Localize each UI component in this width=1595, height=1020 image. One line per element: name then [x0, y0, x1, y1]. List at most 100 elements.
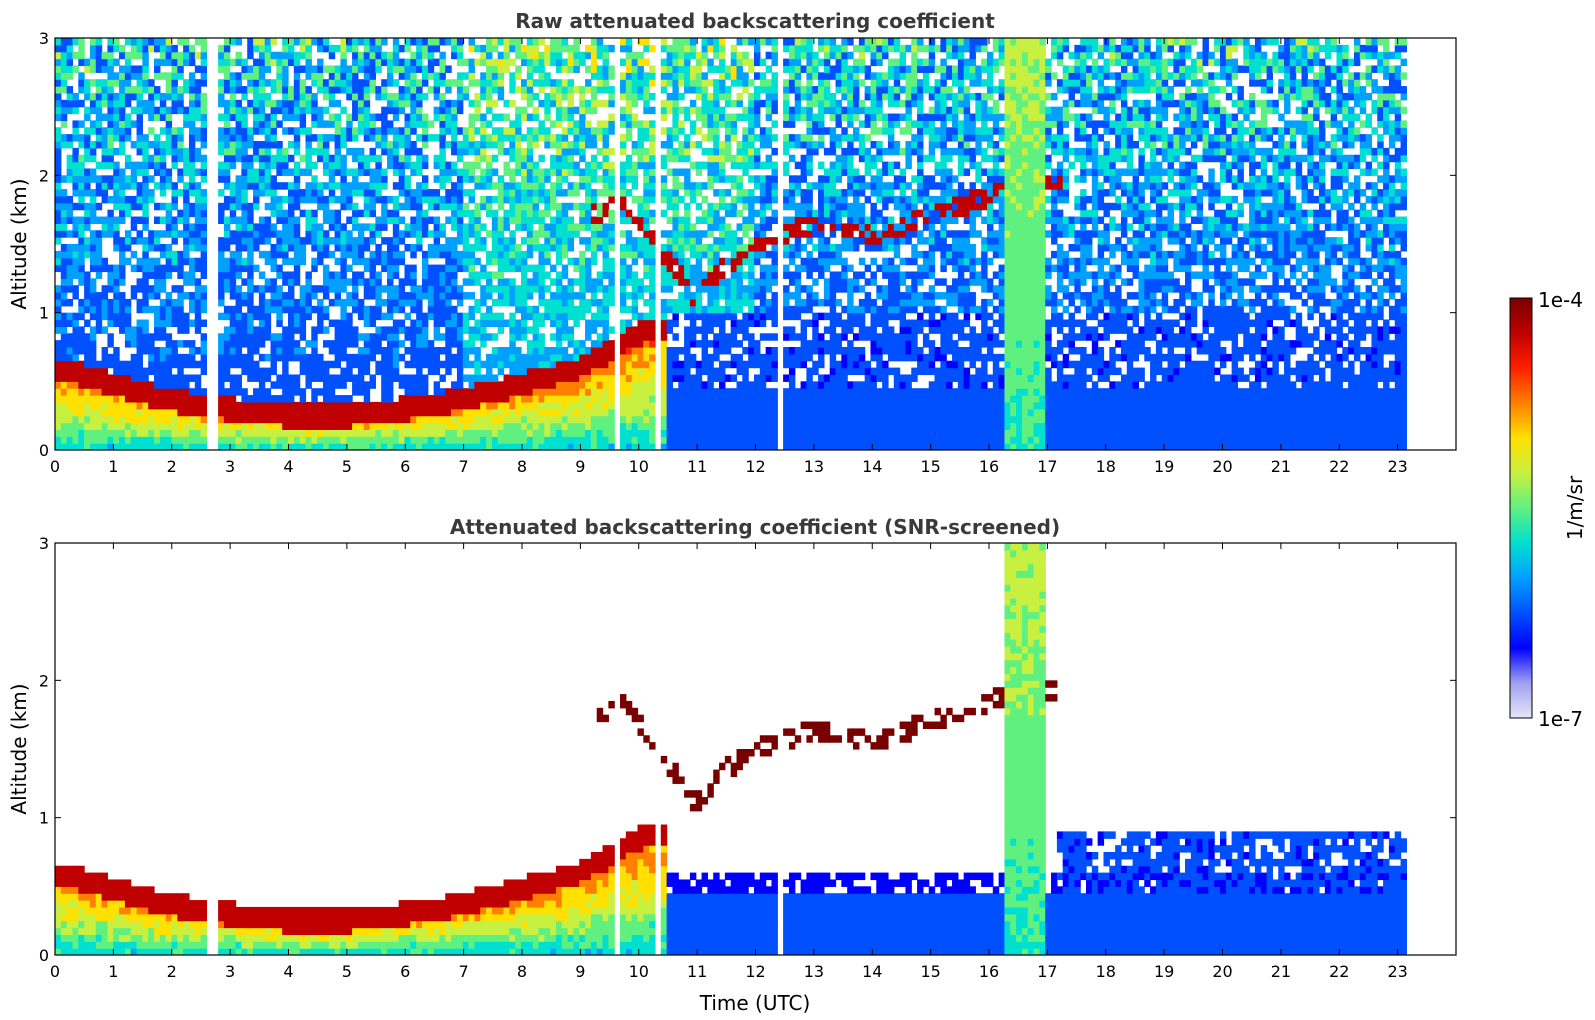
heatmap-cell	[579, 216, 586, 224]
heatmap-cell	[649, 120, 656, 128]
heatmap-cell	[678, 79, 685, 87]
heatmap-cell	[684, 305, 691, 314]
heatmap-cell	[555, 106, 563, 115]
heatmap-cell	[550, 86, 557, 94]
heatmap-cell	[509, 395, 516, 403]
heatmap-cell	[491, 347, 499, 355]
heatmap-cell	[672, 257, 679, 266]
heatmap-cell	[89, 230, 97, 238]
heatmap-cell	[119, 374, 126, 382]
heatmap-cell	[526, 250, 534, 259]
heatmap-cell	[555, 230, 563, 238]
heatmap-cell	[491, 257, 499, 266]
heatmap-cell	[89, 168, 97, 176]
heatmap-cell	[439, 127, 446, 135]
heatmap-cell	[89, 264, 97, 273]
heatmap-cell	[95, 58, 103, 67]
heatmap-cell	[363, 436, 371, 444]
heatmap-cell	[421, 415, 429, 424]
heatmap-cell	[223, 127, 231, 135]
heatmap-cell	[625, 381, 633, 389]
heatmap-cell	[416, 154, 423, 163]
heatmap-cell	[194, 237, 202, 245]
heatmap-cell	[631, 326, 639, 334]
heatmap-cell	[340, 58, 347, 67]
heatmap-cell	[497, 298, 505, 307]
heatmap-cell	[55, 154, 62, 163]
heatmap-cell	[107, 175, 114, 183]
heatmap-cell	[78, 175, 85, 183]
heatmap-cell	[532, 216, 540, 224]
heatmap-cell	[55, 292, 62, 300]
heatmap-cell	[387, 209, 394, 218]
heatmap-cell	[427, 202, 435, 211]
heatmap-cell	[427, 250, 435, 259]
heatmap-cell	[538, 271, 545, 279]
heatmap-cell	[544, 285, 551, 293]
heatmap-cell	[515, 388, 522, 396]
heatmap-cell	[596, 436, 604, 444]
heatmap-cell	[124, 230, 132, 238]
heatmap-cell	[101, 264, 109, 273]
heatmap-cell	[555, 189, 563, 197]
heatmap-cell	[95, 175, 103, 183]
heatmap-cell	[678, 381, 685, 389]
heatmap-cell	[165, 443, 173, 450]
heatmap-cell	[451, 182, 458, 190]
heatmap-cell	[113, 422, 120, 430]
heatmap-cell	[165, 209, 173, 218]
heatmap-cell	[620, 175, 627, 183]
heatmap-cell	[555, 223, 563, 231]
heatmap-cell	[322, 202, 330, 211]
heatmap-cell	[649, 347, 656, 355]
heatmap-cell	[643, 353, 650, 362]
heatmap-cell	[311, 257, 318, 266]
heatmap-cell	[101, 134, 109, 142]
heatmap-cell	[509, 237, 516, 245]
heatmap-cell	[579, 312, 586, 321]
heatmap-cell	[544, 422, 551, 430]
heatmap-cell	[433, 195, 441, 204]
heatmap-cell	[89, 333, 97, 341]
heatmap-cell	[229, 285, 237, 293]
heatmap-cell	[596, 120, 604, 128]
heatmap-cell	[95, 429, 103, 437]
heatmap-cell	[433, 353, 441, 362]
heatmap-cell	[509, 353, 516, 362]
heatmap-cell	[398, 340, 406, 348]
heatmap-cell	[445, 237, 452, 245]
heatmap-cell	[369, 154, 376, 163]
heatmap-cell	[532, 285, 540, 293]
heatmap-cell	[637, 381, 644, 389]
heatmap-cell	[305, 195, 312, 204]
heatmap-cell	[515, 408, 522, 417]
heatmap-cell	[550, 443, 557, 450]
heatmap-cell	[60, 113, 68, 121]
heatmap-cell	[462, 209, 470, 218]
heatmap-cell	[258, 38, 266, 46]
heatmap-cell	[258, 72, 266, 80]
heatmap-cell	[491, 443, 499, 450]
heatmap-cell	[590, 106, 598, 115]
heatmap-cell	[218, 237, 225, 245]
heatmap-cell	[509, 120, 516, 128]
heatmap-cell	[340, 141, 347, 149]
heatmap-cell	[480, 79, 487, 87]
heatmap-cell	[672, 209, 679, 218]
heatmap-cell	[171, 264, 178, 273]
heatmap-cell	[684, 189, 691, 197]
heatmap-cell	[649, 154, 656, 163]
heatmap-cell	[678, 237, 685, 245]
heatmap-cell	[328, 120, 336, 128]
heatmap-cell	[84, 381, 91, 389]
heatmap-cell	[78, 189, 85, 197]
heatmap-cell	[113, 161, 120, 170]
heatmap-cell	[282, 182, 289, 190]
heatmap-cell	[188, 305, 196, 314]
heatmap-cell	[381, 86, 388, 94]
heatmap-cell	[526, 353, 534, 362]
heatmap-cell	[235, 436, 242, 444]
heatmap-cell	[416, 347, 423, 355]
heatmap-cell	[136, 134, 143, 142]
heatmap-cell	[241, 408, 248, 417]
